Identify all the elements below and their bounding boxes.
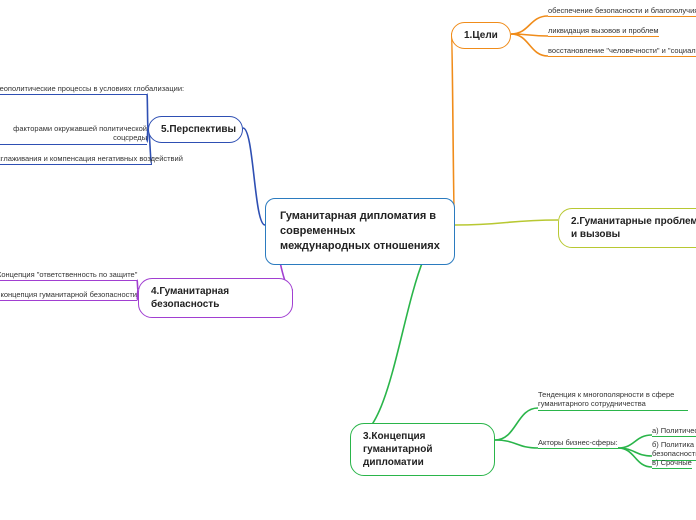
branch-b2[interactable]: 2.Гуманитарные проблемы и вызовы <box>558 208 696 248</box>
leaf-b3-0[interactable]: Тенденция к многополярности в сфере гума… <box>538 390 688 411</box>
branch-b5[interactable]: 5.Перспективы <box>148 116 243 143</box>
branch-b1[interactable]: 1.Цели <box>451 22 511 49</box>
leaf-b5-1[interactable]: факторами окружавшей политической соцсре… <box>0 124 147 145</box>
branch-b3[interactable]: 3.Концепция гуманитарной дипломатии <box>350 423 495 476</box>
center-topic[interactable]: Гуманитарная дипломатия в современных ме… <box>265 198 455 265</box>
branch-b4[interactable]: 4.Гуманитарная безопасность <box>138 278 293 318</box>
leaf-b1-0[interactable]: обеспечение безопасности и благополучия <box>548 6 696 17</box>
leaf-b3-1[interactable]: Акторы бизнес-сферы: <box>538 438 618 449</box>
subleaf-b3-1-0[interactable]: а) Политические <box>652 426 696 437</box>
leaf-b1-2[interactable]: восстановление "человечности" и "социаль… <box>548 46 696 57</box>
leaf-b5-0[interactable]: геополитические процессы в условиях глоб… <box>0 84 147 95</box>
leaf-b1-1[interactable]: ликвидация вызовов и проблем <box>548 26 659 37</box>
leaf-b4-0[interactable]: Концепция "ответственность по защите" <box>0 270 137 281</box>
subleaf-b3-1-2[interactable]: в) Срочные <box>652 458 692 469</box>
leaf-b4-1[interactable]: концепция гуманитарной безопасности <box>0 290 137 301</box>
leaf-b5-2[interactable]: сглаживания и компенсация негативных воз… <box>0 154 152 165</box>
